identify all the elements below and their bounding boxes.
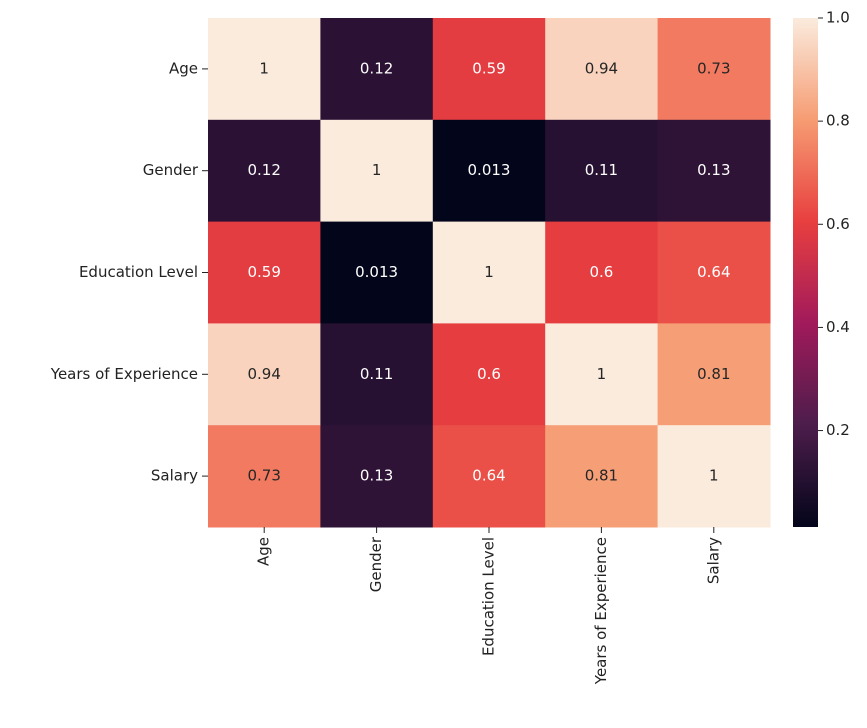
colorbar-tick-label: 0.6 xyxy=(826,215,850,233)
cell-label: 0.59 xyxy=(472,59,505,77)
x-tick-label: Gender xyxy=(367,536,385,592)
cell-label: 0.94 xyxy=(585,59,618,77)
cell-label: 0.013 xyxy=(355,263,398,281)
colorbar-tick-label: 0.2 xyxy=(826,421,850,439)
heatmap-cell xyxy=(657,221,771,324)
x-tick-label: Age xyxy=(255,537,273,566)
x-tick-label: Years of Experience xyxy=(592,537,610,685)
cell-label: 0.64 xyxy=(697,263,730,281)
heatmap-cell xyxy=(208,221,321,324)
y-tick-label: Salary xyxy=(151,467,198,485)
cell-label: 0.6 xyxy=(477,365,501,383)
heatmap-cell xyxy=(657,323,771,426)
heatmap-cell xyxy=(208,323,321,426)
colorbar xyxy=(793,18,818,527)
y-tick-label: Gender xyxy=(143,161,199,179)
heatmap-cell xyxy=(320,119,434,223)
x-tick-label: Salary xyxy=(704,537,722,584)
heatmap-cell xyxy=(432,425,546,528)
heatmap-cell xyxy=(545,18,659,121)
cell-label: 1 xyxy=(259,59,269,77)
colorbar-tick-label: 1.0 xyxy=(826,9,850,27)
heatmap-cell xyxy=(545,323,659,426)
y-tick-label: Years of Experience xyxy=(50,365,198,383)
cell-label: 0.64 xyxy=(472,467,505,485)
heatmap-cell xyxy=(320,323,434,426)
heatmap-cell xyxy=(432,221,546,324)
heatmap-cell xyxy=(208,18,321,121)
colorbar-tick-label: 0.4 xyxy=(826,318,850,336)
heatmap-cell xyxy=(432,323,546,426)
cell-label: 0.013 xyxy=(468,161,511,179)
cell-label: 0.12 xyxy=(360,59,393,77)
cell-label: 0.81 xyxy=(585,467,618,485)
cell-label: 0.11 xyxy=(360,365,393,383)
cell-label: 1 xyxy=(597,365,607,383)
heatmap-cell xyxy=(208,425,321,528)
cell-label: 0.11 xyxy=(585,161,618,179)
heatmap-cell xyxy=(545,221,659,324)
cell-label: 0.12 xyxy=(247,161,280,179)
cell-label: 0.59 xyxy=(247,263,280,281)
heatmap-cell xyxy=(432,119,546,223)
cell-label: 0.73 xyxy=(697,59,730,77)
cell-label: 0.13 xyxy=(697,161,730,179)
cell-label: 0.94 xyxy=(247,365,280,383)
cell-label: 0.73 xyxy=(247,467,280,485)
y-tick-label: Education Level xyxy=(79,263,198,281)
heatmap-cell xyxy=(545,425,659,528)
heatmap-cell xyxy=(657,119,771,223)
heatmap-cell xyxy=(657,425,771,528)
y-tick-label: Age xyxy=(169,59,198,77)
cell-label: 0.6 xyxy=(589,263,613,281)
heatmap-cell xyxy=(208,119,321,223)
x-tick-label: Education Level xyxy=(480,537,498,656)
heatmap-cell xyxy=(657,18,771,121)
cell-label: 1 xyxy=(709,467,719,485)
heatmap-cell xyxy=(432,18,546,121)
heatmap-cell xyxy=(320,425,434,528)
cell-label: 1 xyxy=(372,161,382,179)
cell-label: 1 xyxy=(484,263,494,281)
heatmap-cell xyxy=(320,18,434,121)
heatmap-cell xyxy=(545,119,659,223)
cell-label: 0.81 xyxy=(697,365,730,383)
colorbar-tick-label: 0.8 xyxy=(826,112,850,130)
heatmap-cell xyxy=(320,221,434,324)
cell-label: 0.13 xyxy=(360,467,393,485)
